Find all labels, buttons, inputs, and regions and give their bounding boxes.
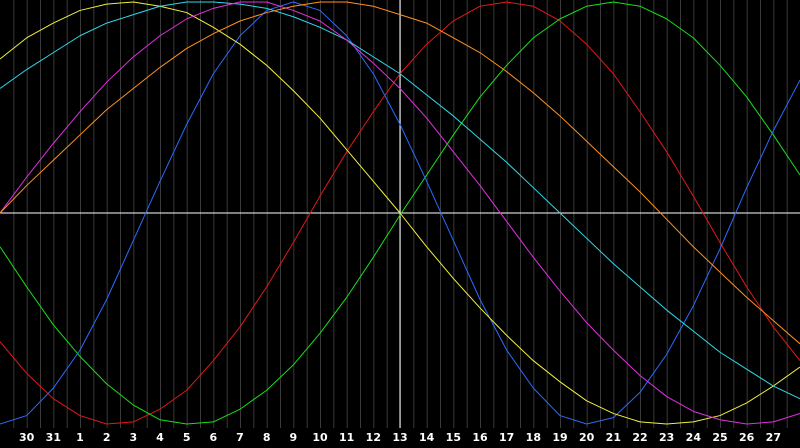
x-tick-label: 5 [183, 431, 191, 444]
x-tick-label: 22 [632, 431, 647, 444]
x-tick-label: 17 [499, 431, 514, 444]
x-tick-label: 2 [103, 431, 111, 444]
x-tick-label: 14 [419, 431, 435, 444]
x-tick-label: 3 [130, 431, 138, 444]
x-tick-label: 24 [686, 431, 702, 444]
series-line [0, 1, 800, 425]
x-tick-label: 13 [392, 431, 407, 444]
x-tick-label: 25 [712, 431, 727, 444]
x-tick-label: 26 [739, 431, 755, 444]
grid [13, 0, 788, 428]
x-tick-label: 10 [312, 431, 328, 444]
x-tick-label: 19 [552, 431, 567, 444]
x-tick-label: 30 [19, 431, 35, 444]
x-labels: 30 31 1 2 3 4 5 6 7 8 9 10 11 12 13 14 15 16 17 18 19 20 21 22 2… [19, 431, 781, 444]
x-tick-label: 7 [236, 431, 244, 444]
x-tick-label: 1 [76, 431, 84, 444]
series-line [0, 1, 800, 425]
x-tick-label: 9 [290, 431, 298, 444]
x-tick-label: 12 [366, 431, 381, 444]
x-tick-label: 8 [263, 431, 271, 444]
x-tick-label: 27 [766, 431, 781, 444]
x-tick-label: 31 [46, 431, 61, 444]
x-tick-label: 16 [472, 431, 488, 444]
x-tick-label: 15 [446, 431, 461, 444]
x-tick-label: 11 [339, 431, 354, 444]
x-tick-label: 6 [210, 431, 218, 444]
series-line [0, 1, 800, 400]
series-line [0, 1, 800, 425]
x-tick-label: 20 [579, 431, 595, 444]
x-tick-label: 21 [606, 431, 621, 444]
x-tick-label: 4 [156, 431, 164, 444]
x-tick-label: 18 [526, 431, 541, 444]
lines [0, 1, 800, 425]
series-line [0, 1, 800, 425]
series-line [0, 1, 800, 345]
x-tick-label: 23 [659, 431, 674, 444]
